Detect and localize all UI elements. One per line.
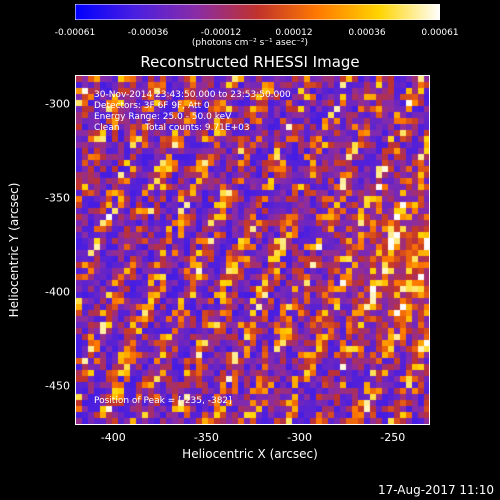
colorbar (75, 4, 440, 20)
y-tick-label: -300 (45, 97, 70, 111)
y-tick-label: -400 (45, 285, 70, 299)
y-tick-label: -350 (45, 191, 70, 205)
x-tick-label: -350 (193, 431, 219, 444)
annotation-time-range: 30-Nov-2014 23:43:50.000 to 23:53:50.000 (94, 90, 291, 100)
annotation-peak-position: Position of Peak = [-235, -382] (94, 396, 232, 406)
x-axis-label: Heliocentric X (arcsec) (182, 447, 318, 461)
plot-frame (75, 75, 430, 425)
footer-timestamp: 17-Aug-2017 11:10 (377, 483, 494, 497)
colorbar-tick-label: 0.00036 (348, 28, 386, 38)
heatmap-image (76, 76, 430, 424)
colorbar-tick-label: -0.00061 (54, 28, 96, 38)
annotation-energy-range: Energy Range: 25.0 - 50.0 keV (94, 112, 232, 122)
annotation-detectors: Detectors: 3F 6F 9F, Att 0 (94, 101, 210, 111)
plot-title: Reconstructed RHESSI Image (140, 53, 360, 71)
x-tick-label: -250 (380, 431, 406, 444)
colorbar-tick-label: -0.00012 (200, 28, 242, 38)
colorbar-tick-label: -0.00036 (127, 28, 169, 38)
y-tick-label: -450 (45, 379, 70, 393)
colorbar-unit-label: (photons cm⁻² s⁻¹ asec⁻²) (191, 38, 309, 48)
annotation-total-counts: Total counts: 9.71E+03 (145, 123, 250, 133)
x-tick-label: -400 (100, 431, 126, 444)
x-tick-label: -300 (287, 431, 313, 444)
y-axis-label: Heliocentric Y (arcsec) (7, 182, 21, 318)
colorbar-tick-label: 0.00061 (421, 28, 459, 38)
annotation-clean: Clean (94, 123, 120, 133)
colorbar-tick-label: 0.00012 (275, 28, 313, 38)
